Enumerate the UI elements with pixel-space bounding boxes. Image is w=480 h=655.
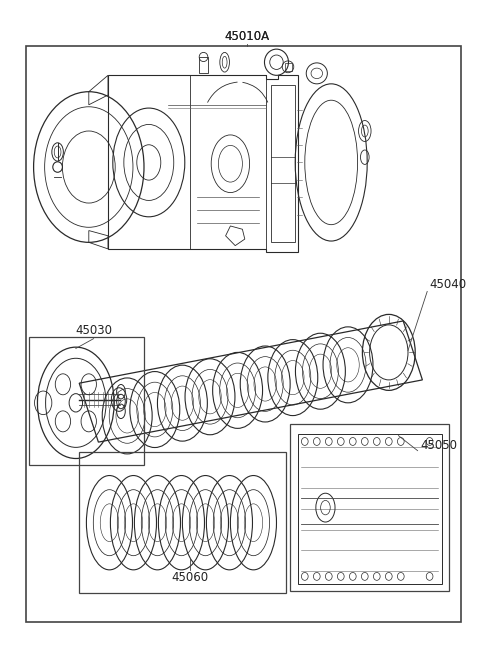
Bar (271, 85, 295, 242)
Bar (298, 434, 442, 584)
Bar (290, 424, 449, 591)
Bar (79, 452, 286, 593)
Text: 45040: 45040 (430, 278, 467, 291)
Bar (29, 337, 144, 465)
Text: 45060: 45060 (171, 571, 208, 584)
Text: 45030: 45030 (75, 324, 112, 337)
Text: 45010A: 45010A (225, 29, 270, 43)
Text: 45010A: 45010A (225, 29, 270, 43)
Text: 45050: 45050 (420, 439, 457, 452)
Bar (199, 57, 208, 73)
Bar (26, 46, 461, 622)
Bar (285, 63, 292, 71)
